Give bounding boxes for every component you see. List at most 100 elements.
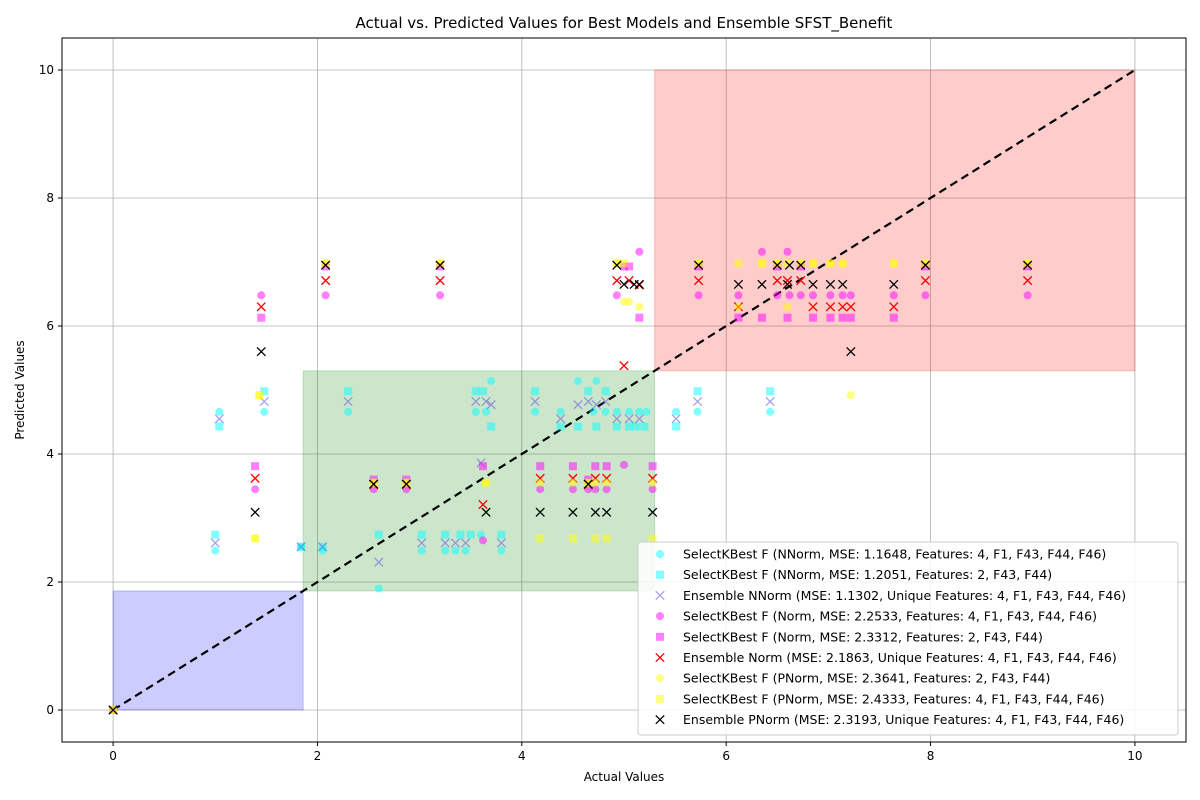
data-point (568, 462, 577, 471)
data-points (108, 247, 1033, 715)
data-point (773, 291, 782, 300)
plot-frame (61, 37, 1187, 743)
data-point (1023, 259, 1032, 268)
data-point (255, 391, 264, 400)
data-point (374, 557, 384, 567)
identity-line (112, 69, 1136, 711)
legend-box (637, 541, 1179, 736)
data-point (809, 291, 818, 300)
data-point (796, 260, 806, 270)
data-point (846, 391, 855, 400)
legend-label: Ensemble PNorm (MSE: 2.3193, Unique Feat… (683, 712, 1124, 727)
data-point (846, 346, 856, 357)
data-point (344, 407, 353, 416)
data-point (796, 291, 805, 300)
legend-marker (656, 570, 664, 579)
data-point (634, 279, 644, 290)
data-point (757, 259, 766, 268)
x-tick-label: 6 (722, 749, 730, 763)
data-point (487, 377, 496, 386)
data-point (766, 387, 775, 396)
data-point (583, 396, 593, 407)
data-point (441, 546, 450, 555)
data-point (647, 507, 658, 517)
legend-label: SelectKBest F (PNorm, MSE: 2.4333, Featu… (683, 691, 1105, 706)
data-point (417, 538, 427, 548)
data-point (635, 302, 644, 311)
data-point (772, 260, 782, 270)
data-point (251, 534, 260, 543)
data-point (256, 302, 266, 312)
data-point (250, 507, 260, 517)
data-point (574, 377, 583, 386)
data-point (568, 534, 577, 543)
data-point (783, 247, 792, 256)
data-point (451, 546, 460, 555)
legend: SelectKBest F (NNorm, MSE: 1.1648, Featu… (637, 541, 1179, 736)
legend-entry: SelectKBest F (Norm, MSE: 2.3312, Featur… (656, 629, 1043, 644)
data-point (694, 291, 703, 300)
data-point (693, 407, 702, 416)
x-tick-label: 8 (927, 749, 935, 763)
data-point (602, 534, 611, 543)
legend-label: Ensemble Norm (MSE: 2.1863, Unique Featu… (683, 650, 1117, 665)
data-point (251, 462, 260, 471)
data-point (809, 313, 818, 322)
legend-label: Ensemble NNorm (MSE: 1.1302, Unique Feat… (683, 588, 1126, 603)
data-point (648, 485, 657, 494)
data-point (590, 507, 601, 517)
data-point (783, 302, 792, 311)
data-point (648, 534, 657, 543)
legend-entry: SelectKBest F (PNorm, MSE: 2.4333, Featu… (656, 691, 1105, 706)
data-point (624, 414, 634, 424)
x-tick-label: 10 (1127, 749, 1142, 763)
legend-entry: Ensemble NNorm (MSE: 1.1302, Unique Feat… (655, 588, 1126, 603)
data-point (635, 407, 644, 416)
data-point (782, 275, 793, 286)
data-point (733, 279, 744, 290)
data-point (602, 485, 611, 494)
data-point (602, 462, 611, 471)
data-point (796, 259, 805, 268)
data-point (625, 422, 634, 431)
y-tick-label: 0 (46, 703, 54, 717)
data-point (573, 400, 583, 410)
data-point (757, 247, 766, 256)
data-point (612, 291, 621, 300)
legend-entry: SelectKBest F (NNorm, MSE: 1.2051, Featu… (656, 567, 1052, 582)
y-axis-ticks: 0 2 4 6 8 10 (39, 63, 62, 717)
data-point (374, 584, 383, 593)
data-point (568, 485, 577, 494)
data-point (642, 407, 651, 416)
data-point (625, 262, 634, 271)
data-point (889, 291, 898, 300)
data-point (556, 407, 565, 416)
data-point (634, 414, 644, 424)
data-point (536, 478, 545, 487)
data-point (782, 279, 793, 290)
data-point (402, 478, 411, 487)
data-point (591, 534, 600, 543)
data-point (215, 422, 224, 431)
legend-entry: SelectKBest F (PNorm, MSE: 2.3641, Featu… (656, 671, 1050, 686)
legend-marker (656, 632, 664, 641)
data-point (320, 275, 331, 286)
legend-marker (655, 714, 665, 725)
data-point (211, 530, 220, 539)
data-point (734, 259, 743, 268)
data-point (460, 538, 471, 548)
data-point (536, 534, 545, 543)
data-point (889, 313, 898, 322)
data-point (481, 396, 491, 407)
data-point (889, 259, 898, 268)
data-point (321, 259, 330, 268)
data-point (584, 478, 593, 487)
data-point (612, 259, 621, 268)
data-point (471, 407, 480, 416)
data-point (734, 302, 743, 311)
x-tick-label: 2 (314, 749, 322, 763)
data-point (826, 313, 835, 322)
y-tick-label: 4 (46, 447, 54, 461)
data-point (536, 462, 545, 471)
series-9 (108, 260, 1033, 715)
